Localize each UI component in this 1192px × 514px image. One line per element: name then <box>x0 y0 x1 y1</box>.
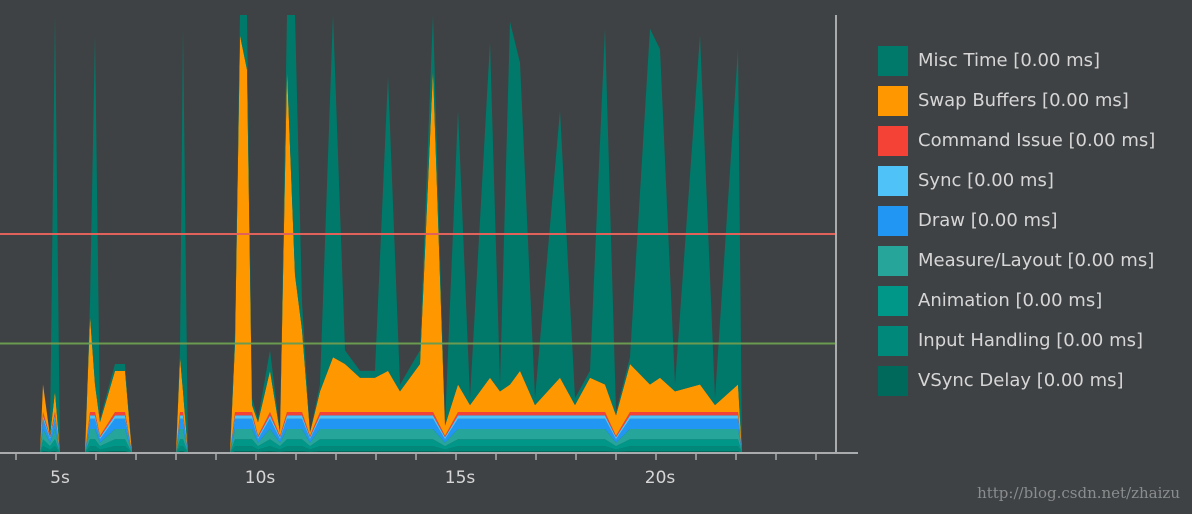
x-tick-label: 15s <box>445 468 476 488</box>
legend-swatch <box>878 366 908 396</box>
legend-text: Swap Buffers [0.00 ms] <box>918 90 1129 111</box>
area <box>40 439 742 453</box>
legend-swatch <box>878 326 908 356</box>
legend-swatch <box>878 46 908 76</box>
legend-text: Command Issue [0.00 ms] <box>918 130 1155 151</box>
area <box>40 429 742 453</box>
legend-swatch <box>878 206 908 236</box>
legend-swatch <box>878 166 908 196</box>
legend-text: VSync Delay [0.00 ms] <box>918 370 1124 391</box>
legend-swatch <box>878 246 908 276</box>
legend-swatch <box>878 286 908 316</box>
legend-text: Draw [0.00 ms] <box>918 210 1058 231</box>
legend-swatch <box>878 86 908 116</box>
legend-text: Input Handling [0.00 ms] <box>918 330 1143 351</box>
legend-text: Sync [0.00 ms] <box>918 170 1054 191</box>
legend-text: Measure/Layout [0.00 ms] <box>918 250 1154 271</box>
x-tick-label: 20s <box>645 468 676 488</box>
area <box>40 35 742 453</box>
legend-swatch <box>878 126 908 156</box>
area <box>40 446 742 453</box>
x-tick-label: 5s <box>50 468 70 488</box>
legend-text: Animation [0.00 ms] <box>918 290 1102 311</box>
legend-text: Misc Time [0.00 ms] <box>918 50 1100 71</box>
watermark: http://blog.csdn.net/zhaizu <box>977 484 1180 502</box>
x-tick-label: 10s <box>245 468 276 488</box>
area <box>40 418 742 453</box>
